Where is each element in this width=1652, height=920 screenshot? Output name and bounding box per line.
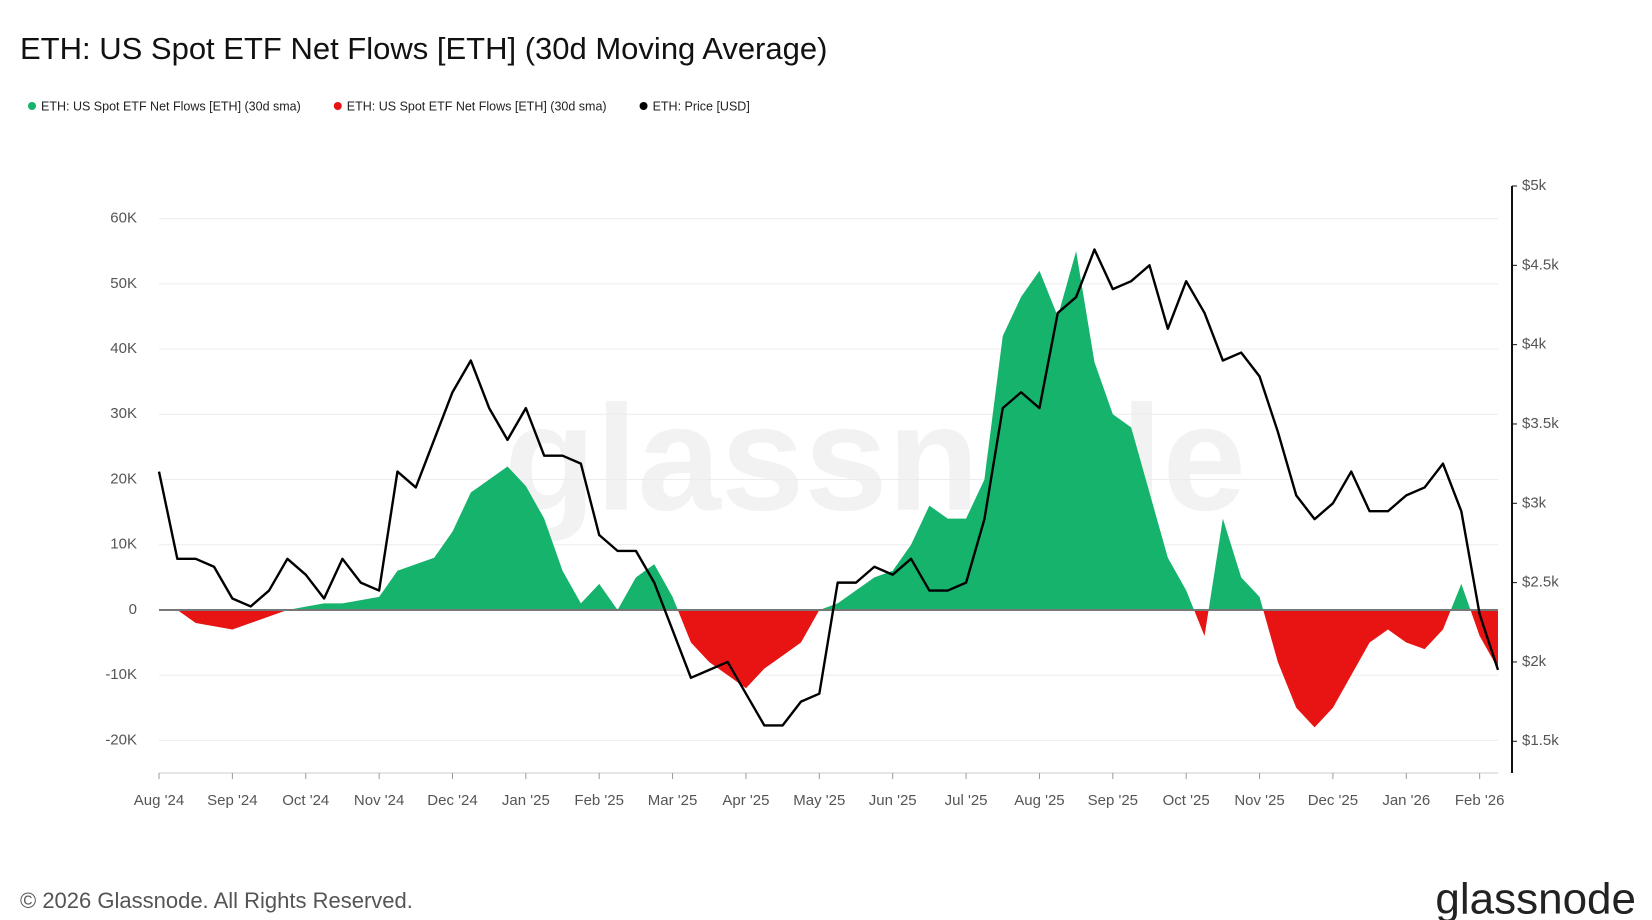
x-tick-label: Aug '25	[1014, 792, 1064, 809]
x-tick-label: Jul '25	[945, 792, 988, 809]
x-tick-label: Jan '26	[1382, 792, 1430, 809]
x-tick-label: Oct '25	[1163, 792, 1210, 809]
y2-tick-label: $2.5k	[1522, 574, 1559, 591]
y2-tick-label: $4k	[1522, 336, 1547, 353]
legend-marker	[639, 102, 648, 110]
legend-label: ETH: US Spot ETF Net Flows [ETH] (30d sm…	[41, 99, 301, 113]
y2-tick-label: $1.5k	[1522, 732, 1559, 749]
footer: © 2026 Glassnode. All Rights Reserved.	[20, 888, 413, 913]
x-tick-label: Oct '24	[282, 792, 329, 809]
y2-tick-label: $2k	[1522, 653, 1547, 670]
x-tick-label: Dec '25	[1308, 792, 1358, 809]
y2-tick-label: $3.5k	[1522, 415, 1559, 432]
y-tick-label: -20K	[105, 731, 137, 748]
flow-area-negative	[177, 609, 1498, 728]
y-tick-label: 60K	[110, 210, 137, 227]
y2-tick-label: $3k	[1522, 494, 1547, 511]
y-tick-label: 40K	[110, 340, 137, 357]
x-tick-label: Sep '25	[1088, 792, 1138, 809]
legend-label: ETH: US Spot ETF Net Flows [ETH] (30d sm…	[347, 99, 607, 113]
x-tick-label: Jan '25	[502, 792, 550, 809]
x-tick-label: Nov '25	[1234, 792, 1284, 809]
legend-label: ETH: Price [USD]	[653, 99, 750, 113]
y-tick-label: -10K	[105, 666, 137, 683]
x-tick-label: Aug '24	[134, 792, 184, 809]
x-tick-label: May '25	[793, 792, 845, 809]
x-tick-label: Jun '25	[869, 792, 917, 809]
price-line	[157, 248, 1500, 727]
y-tick-label: 20K	[110, 470, 137, 487]
x-tick-label: Dec '24	[427, 792, 477, 809]
x-tick-label: Apr '25	[722, 792, 769, 809]
y-tick-label: 10K	[110, 536, 137, 553]
legend-marker	[333, 102, 342, 110]
y-tick-label: 30K	[110, 405, 137, 422]
x-tick-label: Feb '25	[574, 792, 624, 809]
x-tick-label: Nov '24	[354, 792, 404, 809]
y2-tick-label: $5k	[1522, 177, 1547, 194]
logo: glassnode	[1435, 875, 1636, 920]
y-tick-label: 50K	[110, 275, 137, 292]
y2-tick-label: $4.5k	[1522, 256, 1559, 273]
x-tick-label: Mar '25	[648, 792, 698, 809]
flow-area-positive	[159, 251, 1498, 610]
y-tick-label: 0	[129, 601, 137, 618]
x-tick-label: Feb '26	[1455, 792, 1505, 809]
x-tick-label: Sep '24	[207, 792, 257, 809]
legend-marker	[28, 102, 36, 110]
chart-title: ETH: US Spot ETF Net Flows [ETH] (30d Mo…	[20, 31, 827, 66]
